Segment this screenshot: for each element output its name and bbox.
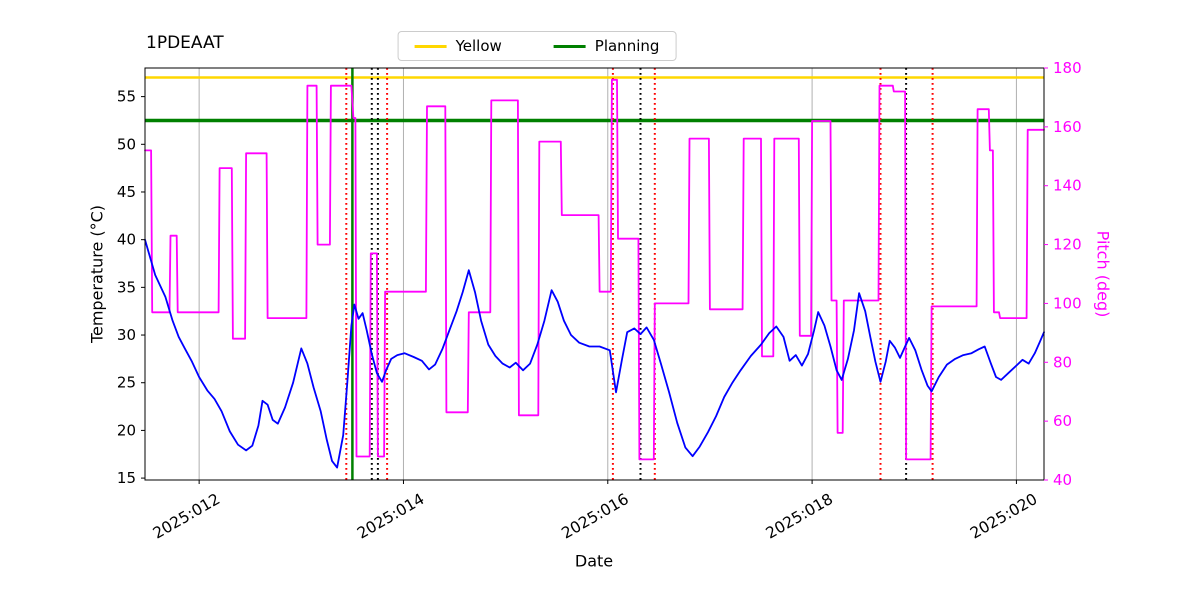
y-left-tick-label: 45 (117, 183, 136, 201)
x-tick-label: 2025:016 (558, 490, 631, 543)
legend: Yellow Planning (397, 31, 677, 61)
y-axis-label-left: Temperature (°C) (87, 204, 107, 344)
y-left-tick-label: 55 (117, 88, 136, 106)
chart-title: 1PDEAAT (146, 33, 224, 53)
y-left-tick-label: 15 (117, 469, 136, 487)
x-tick-label: 2025:014 (354, 490, 427, 543)
planning-line-sample (553, 44, 586, 48)
yellow-line-sample (414, 44, 447, 48)
y-left-tick-label: 35 (117, 278, 136, 296)
x-tick-label: 2025:012 (150, 490, 223, 543)
legend-item-yellow: Yellow (414, 37, 502, 55)
y-right-tick-label: 80 (1053, 353, 1072, 371)
legend-label-planning: Planning (594, 37, 660, 55)
y-left-tick-label: 20 (117, 421, 136, 439)
y-axis-label-right: Pitch (deg) (1093, 230, 1113, 318)
y-right-tick-label: 140 (1053, 177, 1082, 195)
y-left-tick-label: 50 (117, 135, 136, 153)
plot-border (144, 67, 1045, 481)
legend-label-yellow: Yellow (455, 37, 502, 55)
temperature-series (144, 238, 1045, 469)
y-left-tick-label: 25 (117, 374, 136, 392)
x-tick-label: 2025:020 (967, 490, 1040, 543)
y-right-tick-label: 60 (1053, 412, 1072, 430)
y-right-tick-label: 100 (1053, 294, 1082, 312)
y-right-tick-label: 120 (1053, 236, 1082, 254)
legend-item-planning: Planning (553, 37, 660, 55)
y-right-tick-label: 40 (1053, 471, 1072, 489)
x-tick-label: 2025:018 (763, 490, 836, 543)
pitch-series (144, 78, 1045, 461)
y-left-tick-label: 30 (117, 326, 136, 344)
y-right-tick-label: 180 (1053, 59, 1082, 77)
y-left-tick-label: 40 (117, 231, 136, 249)
x-axis-label: Date (574, 551, 614, 571)
y-right-tick-label: 160 (1053, 118, 1082, 136)
